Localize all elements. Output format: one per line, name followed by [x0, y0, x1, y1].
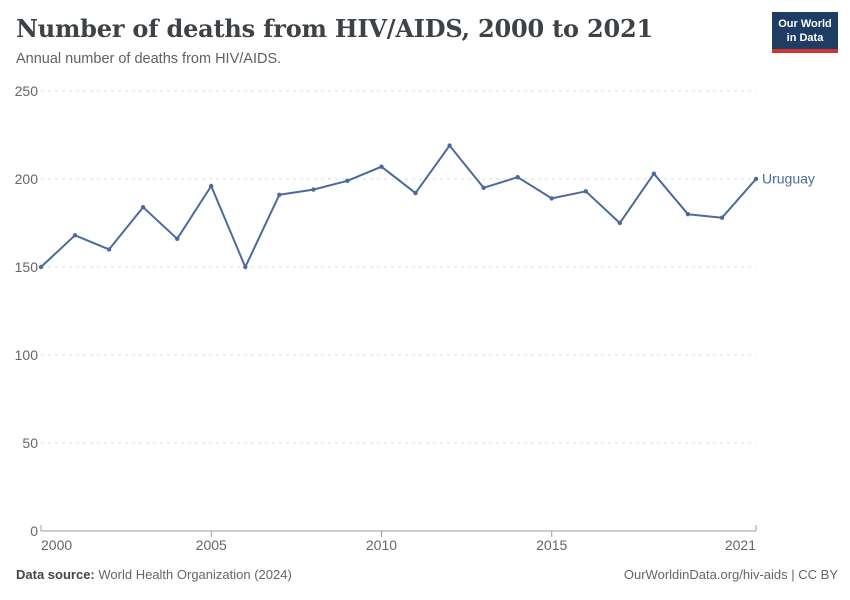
x-tick-label-2010: 2010	[366, 537, 397, 553]
data-point-2005[interactable]	[209, 183, 214, 189]
data-source-value: World Health Organization (2024)	[98, 567, 292, 582]
data-point-2010[interactable]	[379, 164, 384, 169]
data-point-2016[interactable]	[583, 189, 588, 194]
data-point-2004[interactable]	[175, 236, 180, 241]
logo-line-2: in Data	[786, 32, 824, 44]
chart-subtitle: Annual number of deaths from HIV/AIDS.	[16, 51, 282, 67]
data-source-label: Data source:	[16, 567, 95, 582]
data-point-2013[interactable]	[481, 185, 486, 190]
data-point-2007[interactable]	[277, 192, 282, 197]
x-tick-label-2015: 2015	[536, 537, 567, 553]
chart-footer: Data source: World Health Organization (…	[16, 567, 838, 583]
y-tick-label-100: 100	[15, 347, 39, 363]
series-line-uruguay[interactable]	[40, 144, 757, 268]
y-tick-label-150: 150	[15, 259, 39, 275]
data-point-2011[interactable]	[413, 190, 418, 196]
x-tick-label-2000: 2000	[41, 537, 72, 553]
data-point-2008[interactable]	[311, 187, 316, 192]
data-source: Data source: World Health Organization (…	[16, 567, 292, 583]
y-tick-label-0: 0	[30, 523, 38, 539]
y-tick-label-50: 50	[22, 435, 38, 451]
x-tick-label-2005: 2005	[196, 537, 227, 553]
data-point-2003[interactable]	[140, 205, 146, 210]
data-point-2018[interactable]	[651, 171, 657, 176]
data-point-2006[interactable]	[243, 264, 248, 270]
data-point-2000[interactable]	[38, 264, 44, 270]
attribution-link[interactable]: OurWorldinData.org/hiv-aids | CC BY	[623, 567, 838, 582]
page-title: Number of deaths from HIV/AIDS, 2000 to …	[16, 14, 653, 43]
data-point-2017[interactable]	[617, 220, 622, 226]
data-point-2015[interactable]	[549, 196, 554, 201]
data-point-2021[interactable]	[753, 176, 759, 182]
data-point-2019[interactable]	[685, 212, 691, 217]
data-point-2012[interactable]	[447, 143, 452, 148]
owid-logo[interactable]: Our World in Data	[772, 12, 838, 53]
data-point-2020[interactable]	[719, 215, 725, 220]
logo-line-1: Our World	[778, 18, 832, 30]
data-point-2001[interactable]	[72, 233, 78, 238]
data-point-2002[interactable]	[106, 247, 112, 252]
x-tick-label-2021: 2021	[725, 537, 756, 553]
y-tick-label-200: 200	[15, 171, 39, 187]
entity-label-uruguay[interactable]: Uruguay	[762, 171, 815, 187]
y-tick-label-250: 250	[15, 83, 39, 99]
data-point-2009[interactable]	[345, 178, 350, 183]
data-point-2014[interactable]	[515, 175, 520, 180]
